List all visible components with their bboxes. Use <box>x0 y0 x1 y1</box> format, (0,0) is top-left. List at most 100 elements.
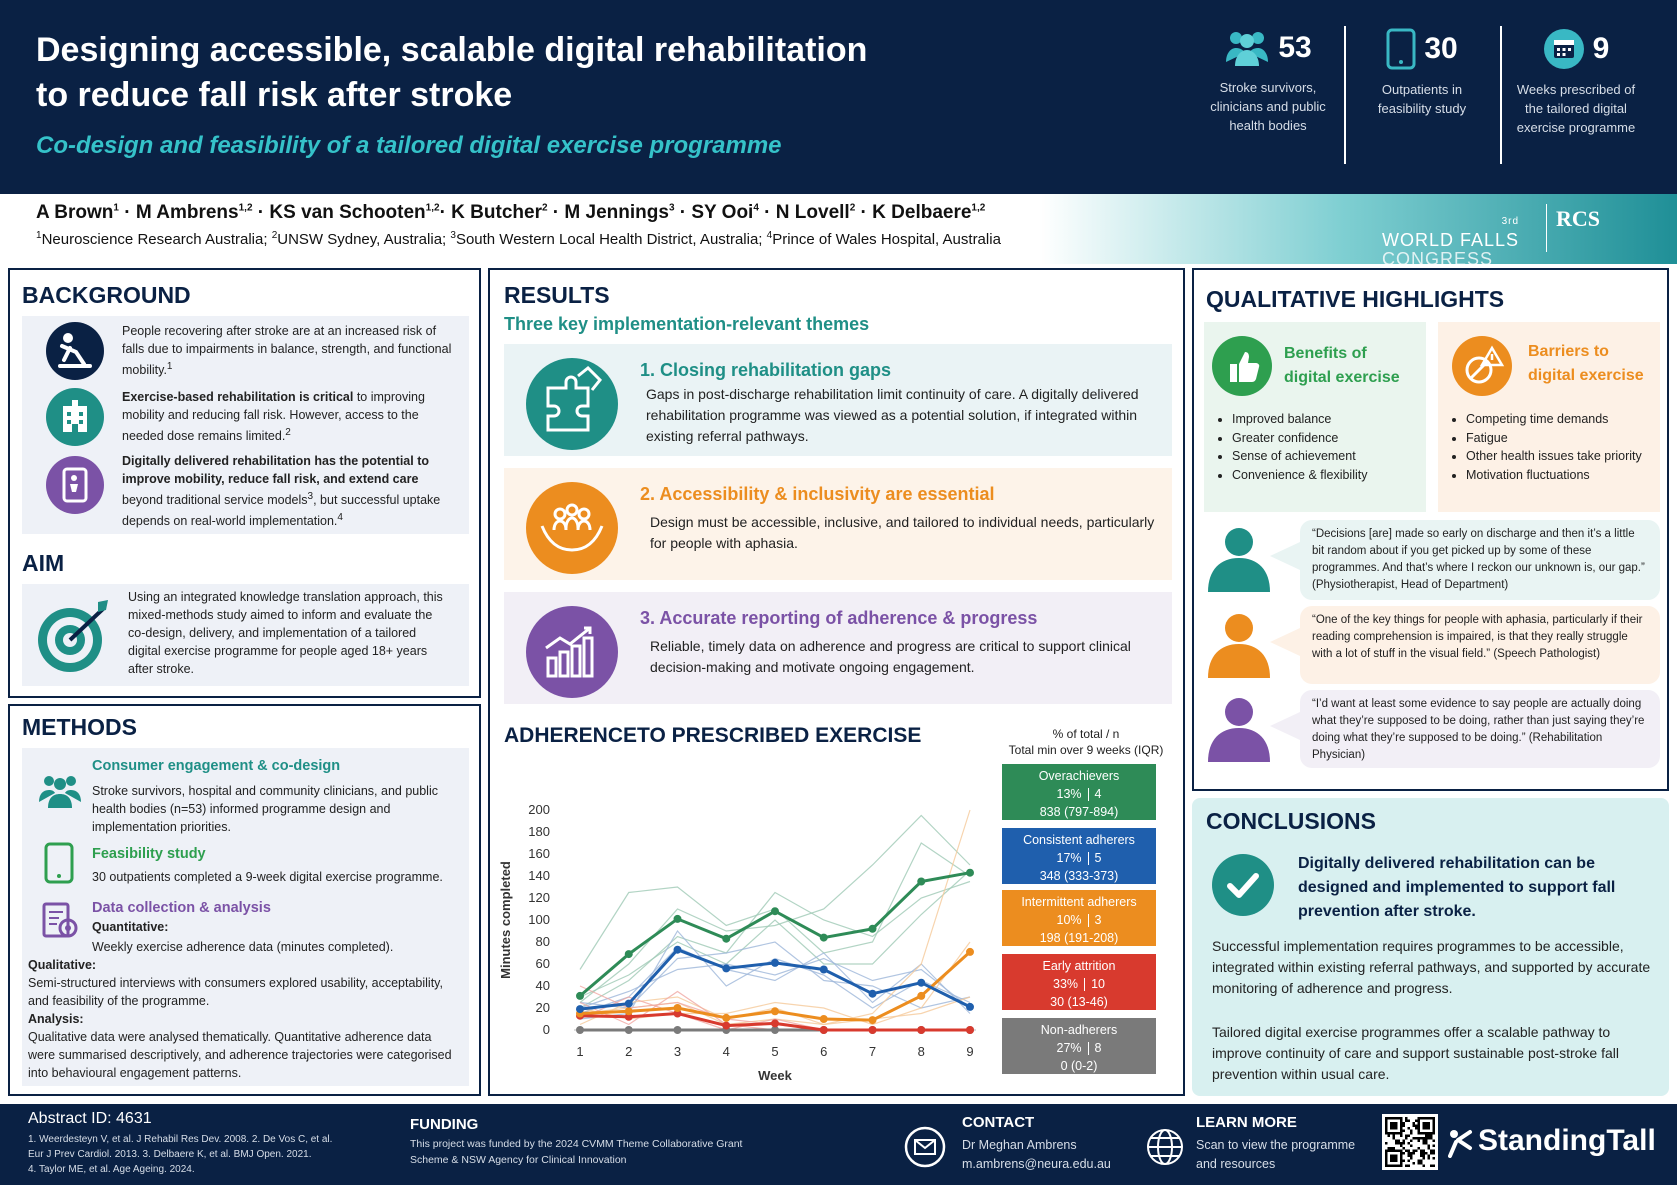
contact-email-link[interactable]: m.ambrens@neura.edu.au <box>962 1157 1111 1171</box>
series-point <box>624 1026 633 1034</box>
legend-group-name: Consistent adherers <box>1023 833 1135 847</box>
individual-series-line <box>579 814 971 1003</box>
series-point <box>576 1005 584 1014</box>
individual-series-line <box>579 880 971 1009</box>
aim-heading: AIM <box>22 550 65 576</box>
funding-text: This project was funded by the 2024 CVMM… <box>410 1138 743 1166</box>
adherence-line-chart: 0 20 40 60 80 100 120 140 160 180 200 1 2 3 4 5 6 7 8 9 Week… <box>498 802 976 1083</box>
tablet-icon <box>1386 28 1416 70</box>
y-tick-label: 120 <box>528 890 550 905</box>
benefits-list: Improved balanceGreater confidenceSense … <box>1232 410 1368 484</box>
series-point <box>722 934 731 943</box>
method-2-title: Feasibility study <box>92 846 206 862</box>
series-point <box>624 999 633 1008</box>
poster-subtitle: Co-design and feasibility of a tailored … <box>36 132 782 159</box>
learn-more-text: Scan to view the programme and resources <box>1196 1138 1356 1171</box>
background-point-2: Exercise-based rehabilitation is critica… <box>122 390 425 444</box>
qualitative-label: Qualitative: <box>28 958 97 972</box>
logo-divider <box>1546 204 1547 252</box>
method-1-text: Stroke survivors, hospital and community… <box>92 784 438 834</box>
theme-3: 3. Accurate reporting of adherence & pro… <box>504 592 1172 704</box>
theme-1: 1. Closing rehabilitation gaps Gaps in p… <box>504 344 1172 456</box>
y-tick-label: 160 <box>528 846 550 861</box>
quote-bubble: “One of the key things for people with a… <box>1270 606 1660 684</box>
individual-series-line <box>579 870 971 998</box>
series-point <box>673 1009 682 1018</box>
x-tick-label: 4 <box>723 1044 730 1059</box>
series-point <box>624 950 633 959</box>
list-item: Fatigue <box>1466 429 1642 448</box>
theme-2-title: 2. Accessibility & inclusivity are essen… <box>640 484 995 504</box>
background-box: People recovering after stroke are at an… <box>22 316 469 534</box>
conclusions-panel: CONCLUSIONS Digitally delivered rehabili… <box>1192 798 1669 1096</box>
legend-group-name: Early attrition <box>1042 959 1116 973</box>
series-point <box>917 978 926 987</box>
legend-group-name: Overachievers <box>1038 769 1120 783</box>
stat-weeks: 9 Weeks prescribed of the tailored digita… <box>1506 28 1646 137</box>
learn-more-title: LEARN MORE <box>1196 1114 1297 1131</box>
legend-group-share: 10% 3 <box>1056 913 1102 928</box>
y-axis-label: Minutes completed <box>498 861 513 979</box>
poster-footer: Abstract ID: 4631 1. Weerdesteyn V, et a… <box>0 1104 1677 1185</box>
aim-text: Using an integrated knowledge translatio… <box>128 590 443 676</box>
theme-1-text: Gaps in post-discharge rehabilitation li… <box>646 386 1139 444</box>
y-tick-label: 180 <box>528 824 550 839</box>
methods-box: Consumer engagement & co-design Stroke s… <box>22 748 469 1086</box>
series-point <box>771 1026 779 1034</box>
y-tick-label: 40 <box>536 978 550 993</box>
poster-title: Designing accessible, scalable digital r… <box>36 31 868 114</box>
calendar-icon <box>1543 29 1584 69</box>
x-tick-label: 8 <box>918 1044 925 1059</box>
barriers-title: Barriers to digital exercise <box>1528 343 1644 384</box>
series-point <box>966 1002 974 1011</box>
series-point <box>722 1021 731 1030</box>
author-bar: A Brown1 · M Ambrens1,2 · KS van Schoote… <box>0 194 1677 269</box>
author-list: A Brown1 · M Ambrens1,2 · KS van Schoote… <box>36 202 986 223</box>
x-tick-label: 1 <box>576 1044 583 1059</box>
list-item: Greater confidence <box>1232 429 1368 448</box>
y-tick-label: 80 <box>536 934 550 949</box>
methods-panel: METHODS Consumer engagement & co-design … <box>8 704 481 1096</box>
person-silhouette-icon <box>1208 614 1270 678</box>
series-point <box>917 877 926 886</box>
quote-bubble: “Decisions [are] made so early on discha… <box>1270 520 1660 600</box>
list-item: Other health issues take priority <box>1466 447 1642 466</box>
list-item: Sense of achievement <box>1232 447 1368 466</box>
legend-group: Consistent adherers 17% 5 348 (333-373) <box>1002 828 1156 884</box>
mail-icon <box>904 1126 946 1168</box>
series-point <box>624 1012 633 1021</box>
person-silhouette-icon <box>1208 698 1270 762</box>
series-point <box>673 1026 682 1034</box>
funding-title: FUNDING <box>410 1116 479 1133</box>
series-point <box>576 1026 584 1034</box>
benefits-title: Benefits of digital exercise <box>1284 345 1400 386</box>
method-2-text: 30 outpatients completed a 9-week digita… <box>92 870 443 884</box>
legend-group-share: 17% 5 <box>1056 851 1102 866</box>
stat-divider <box>1344 26 1346 164</box>
standingtall-logo-icon <box>1448 1130 1472 1158</box>
series-point <box>917 1026 926 1034</box>
y-tick-label: 200 <box>528 802 550 817</box>
globe-icon <box>1147 1129 1183 1165</box>
x-tick-label: 7 <box>869 1044 876 1059</box>
x-tick-label: 9 <box>966 1044 973 1059</box>
series-point <box>868 924 877 933</box>
series-point <box>917 991 926 1000</box>
background-aim-panel: BACKGROUND People recovering after strok… <box>8 268 481 698</box>
x-tick-label: 6 <box>820 1044 827 1059</box>
series-point <box>819 965 828 974</box>
qr-code[interactable] <box>1382 1114 1438 1170</box>
series-point <box>966 947 974 956</box>
qualitative-panel: QUALITATIVE HIGHLIGHTS Benefits of digita… <box>1192 268 1669 791</box>
growth-chart-icon <box>526 606 618 698</box>
individual-series-line <box>579 941 971 1009</box>
hands-people-icon <box>526 482 618 574</box>
stat-label: Stroke survivors, clinicians and public he… <box>1210 80 1326 133</box>
legend-group-name: Non-adherers <box>1040 1023 1118 1037</box>
stat-value: 53 <box>1278 31 1312 64</box>
legend-group-name: Intermittent adherers <box>1021 895 1137 909</box>
quote-bubble: “I’d want at least some evidence to say … <box>1270 690 1660 768</box>
legend-group-share: 13% 4 <box>1056 787 1102 802</box>
conclusions-paragraph-2: Tailored digital exercise programmes off… <box>1212 1024 1619 1082</box>
individual-series-line <box>579 946 971 1015</box>
